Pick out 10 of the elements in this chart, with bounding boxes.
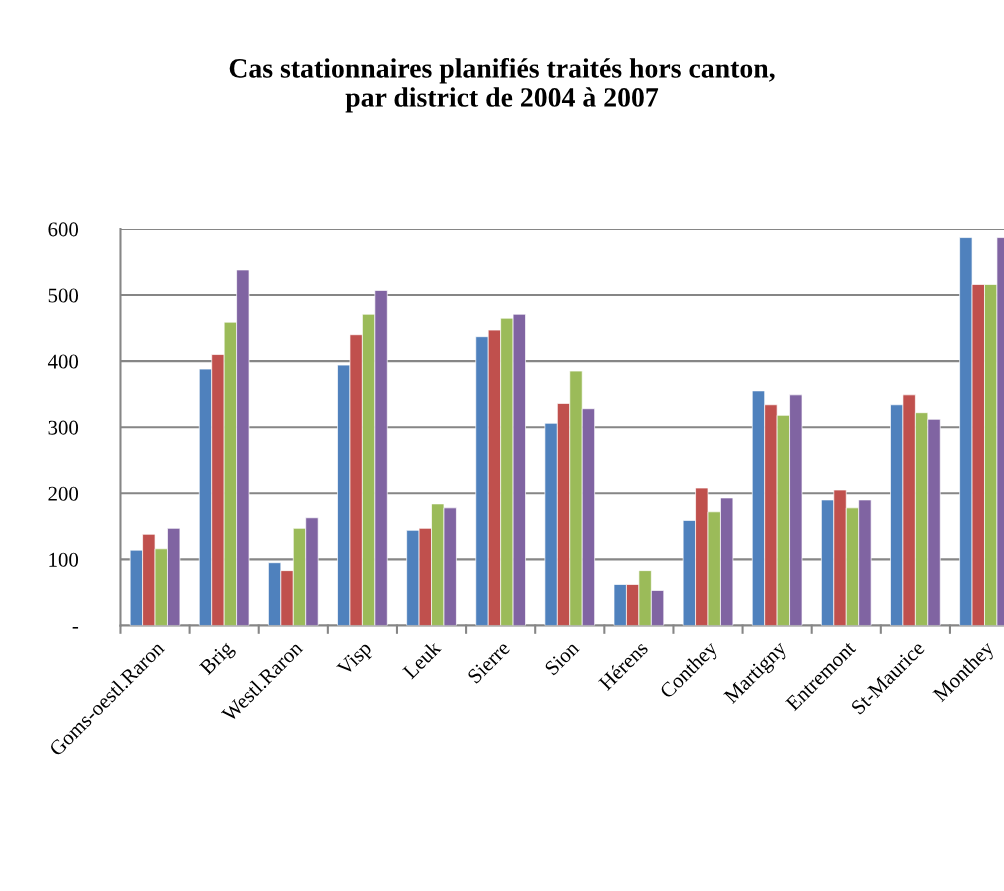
y-tick-label: 200 [48, 486, 79, 501]
y-tick-label: - [72, 627, 79, 629]
chart-title: Cas stationnaires planifiés traités hors canton, par district de 2004 à 2007 [229, 57, 775, 113]
x-tick-label: Visp [336, 640, 376, 680]
y-tick-label: 100 [49, 552, 79, 567]
x-tick-label: Sion [544, 640, 580, 676]
y-tick-label: 300 [48, 420, 79, 435]
y-tick-label: 500 [48, 288, 79, 303]
y-tick-label: 600 [48, 222, 79, 237]
y-tick-label: 400 [47, 354, 79, 369]
